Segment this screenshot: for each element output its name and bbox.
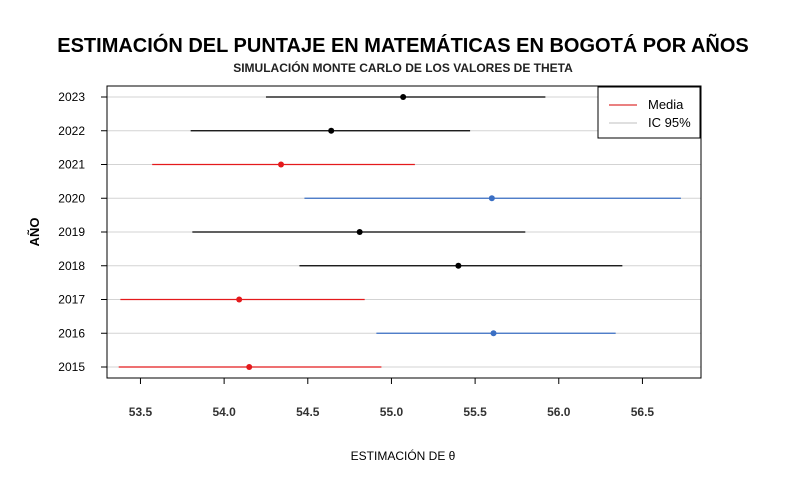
chart-subtitle: SIMULACIÓN MONTE CARLO DE LOS VALORES DE… [233, 60, 573, 75]
y-tick-label-2022: 2022 [58, 124, 85, 138]
y-tick-label-2021: 2021 [58, 158, 85, 172]
chart-title: ESTIMACIÓN DEL PUNTAJE EN MATEMÁTICAS EN… [57, 33, 749, 57]
mean-point-2022 [328, 127, 335, 134]
y-tick-label-2019: 2019 [58, 225, 85, 239]
mean-point-2015 [246, 364, 253, 370]
mean-point-2017 [236, 296, 243, 303]
mean-point-2019 [356, 229, 363, 235]
x-tick-label-55.5: 55.5 [463, 405, 487, 419]
y-tick-label-2020: 2020 [58, 191, 85, 205]
x-axis-label: ESTIMACIÓN DE θ [351, 448, 456, 463]
y-tick-label-2023: 2023 [58, 90, 85, 104]
legend: Media IC 95% [597, 86, 701, 139]
x-tick-label-56.0: 56.0 [547, 405, 571, 419]
x-axis: 53.5 54.0 54.5 55.0 55.5 56.0 56.5 [129, 377, 655, 419]
legend-label-media: Media [648, 97, 684, 112]
y-axis: 2015 2016 2017 2018 2019 2020 2021 2022 2023 [58, 90, 107, 374]
y-tick-label-2016: 2016 [58, 326, 85, 340]
y-tick-label-2018: 2018 [58, 259, 85, 273]
x-tick-label-56.5: 56.5 [631, 405, 655, 419]
mean-points [236, 94, 497, 370]
mean-point-2018 [455, 262, 462, 269]
y-axis-label: AÑO [27, 218, 42, 247]
y-tick-label-2017: 2017 [58, 293, 85, 307]
x-tick-label-54.5: 54.5 [296, 405, 320, 419]
mean-point-2016 [490, 330, 497, 337]
x-tick-label-53.5: 53.5 [129, 405, 153, 419]
mean-point-2021 [278, 161, 285, 168]
legend-label-ic: IC 95% [648, 115, 691, 130]
legend-box [597, 86, 701, 139]
x-tick-label-55.0: 55.0 [380, 405, 404, 419]
y-tick-label-2015: 2015 [58, 360, 85, 374]
x-tick-label-54.0: 54.0 [212, 405, 236, 419]
mean-point-2020 [488, 195, 495, 202]
mean-point-2023 [400, 94, 407, 100]
